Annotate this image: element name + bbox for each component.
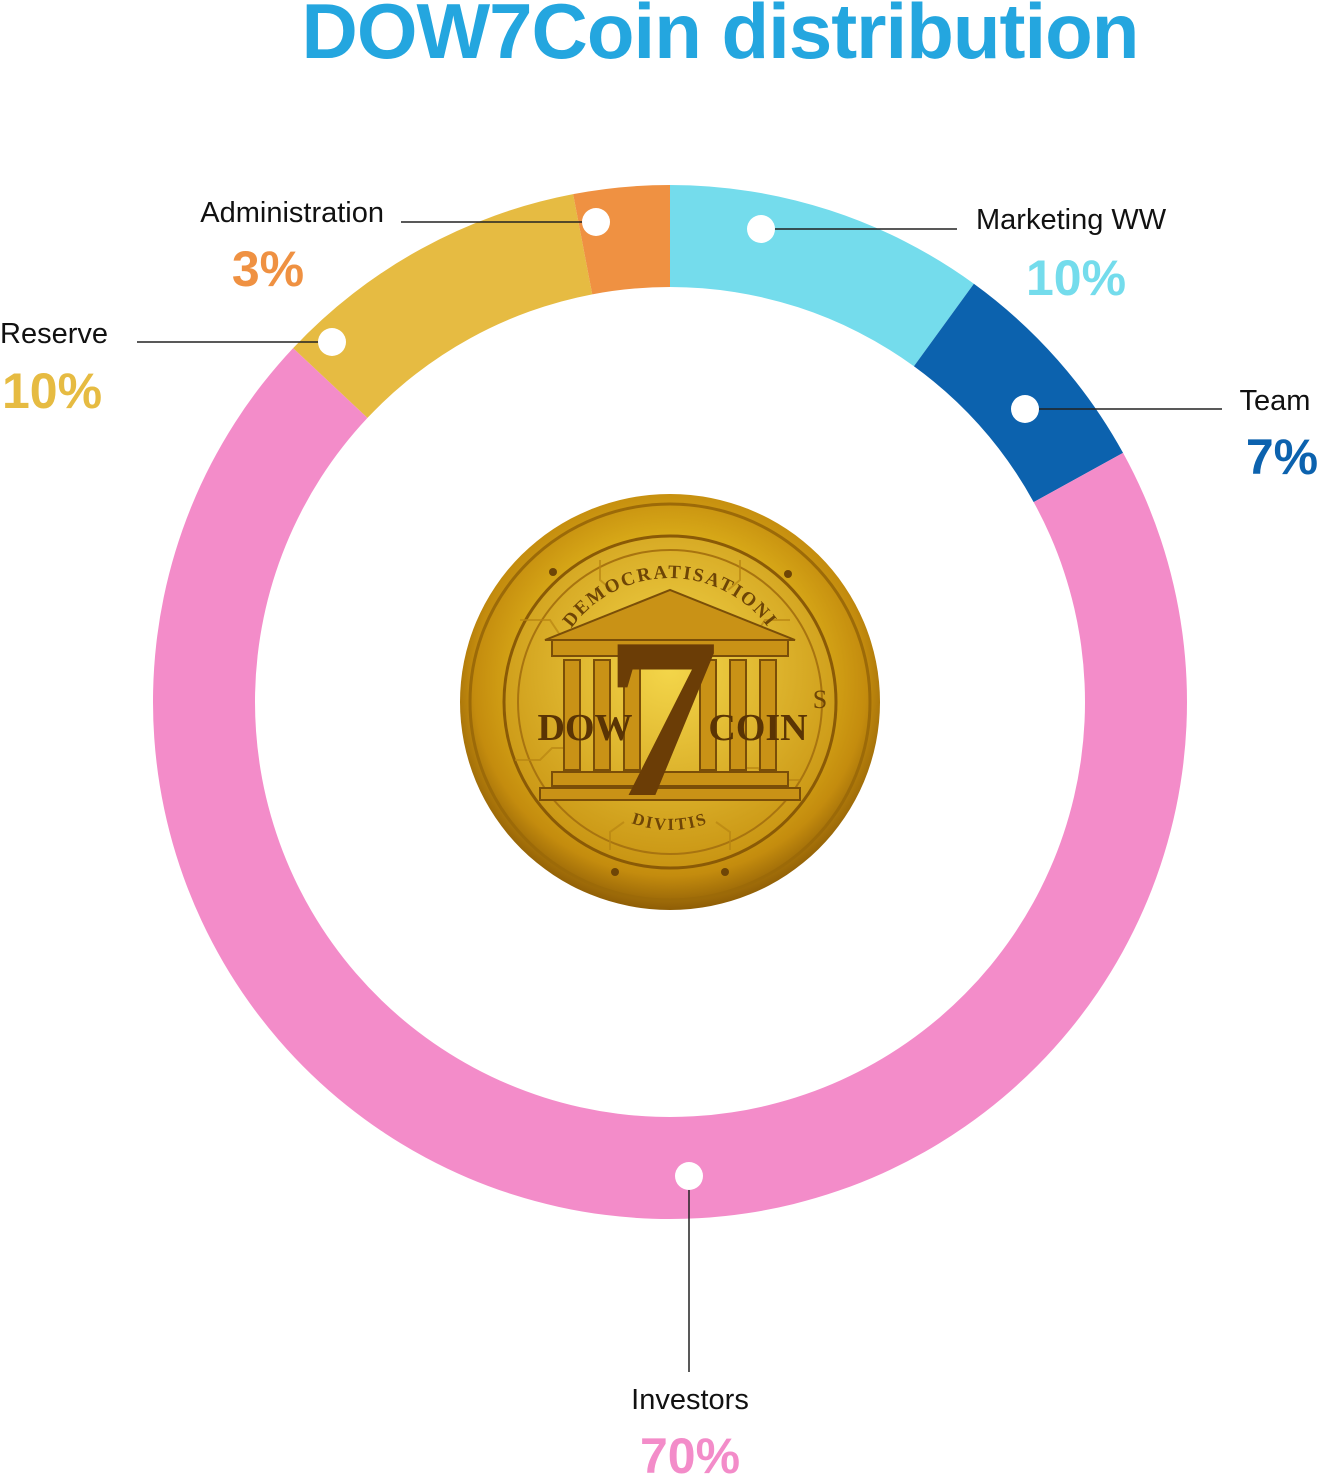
donut-slices <box>152 185 1187 1219</box>
coin-left-text: DOW <box>538 707 633 749</box>
coin-center-digit: 7 <box>605 590 720 845</box>
label-reserve: Reserve <box>0 318 108 350</box>
slice-annotations: Administration 3% Marketing WW 10% Reser… <box>0 197 1318 1475</box>
label-team: Team <box>1240 385 1311 417</box>
marker-dot-reserve <box>318 328 346 356</box>
slice-reserve <box>293 194 593 418</box>
percent-reserve: 10% <box>2 363 102 419</box>
label-marketing: Marketing WW <box>976 204 1167 236</box>
chart-title: DOW7Coin distribution <box>301 0 1140 75</box>
slice-team <box>913 283 1124 503</box>
marker-dot-administration <box>582 208 610 236</box>
slice-marketing-ww <box>670 185 974 367</box>
coin-side-mark: S <box>813 685 827 714</box>
dow7coin-coin-image: DEMOCRATISATIONI DIVITIS DOW 7 COIN S <box>460 494 880 910</box>
marker-dot-team <box>1011 395 1039 423</box>
marker-dot-investors <box>675 1162 703 1190</box>
coin-right-text: COIN <box>708 707 807 749</box>
percent-administration: 3% <box>232 241 304 297</box>
percent-investors: 70% <box>640 1428 740 1475</box>
marker-dot-marketing <box>747 215 775 243</box>
slice-investors <box>152 348 1187 1219</box>
label-administration: Administration <box>200 197 384 229</box>
percent-team: 7% <box>1246 429 1318 485</box>
label-investors: Investors <box>631 1384 749 1416</box>
percent-marketing: 10% <box>1026 250 1126 306</box>
